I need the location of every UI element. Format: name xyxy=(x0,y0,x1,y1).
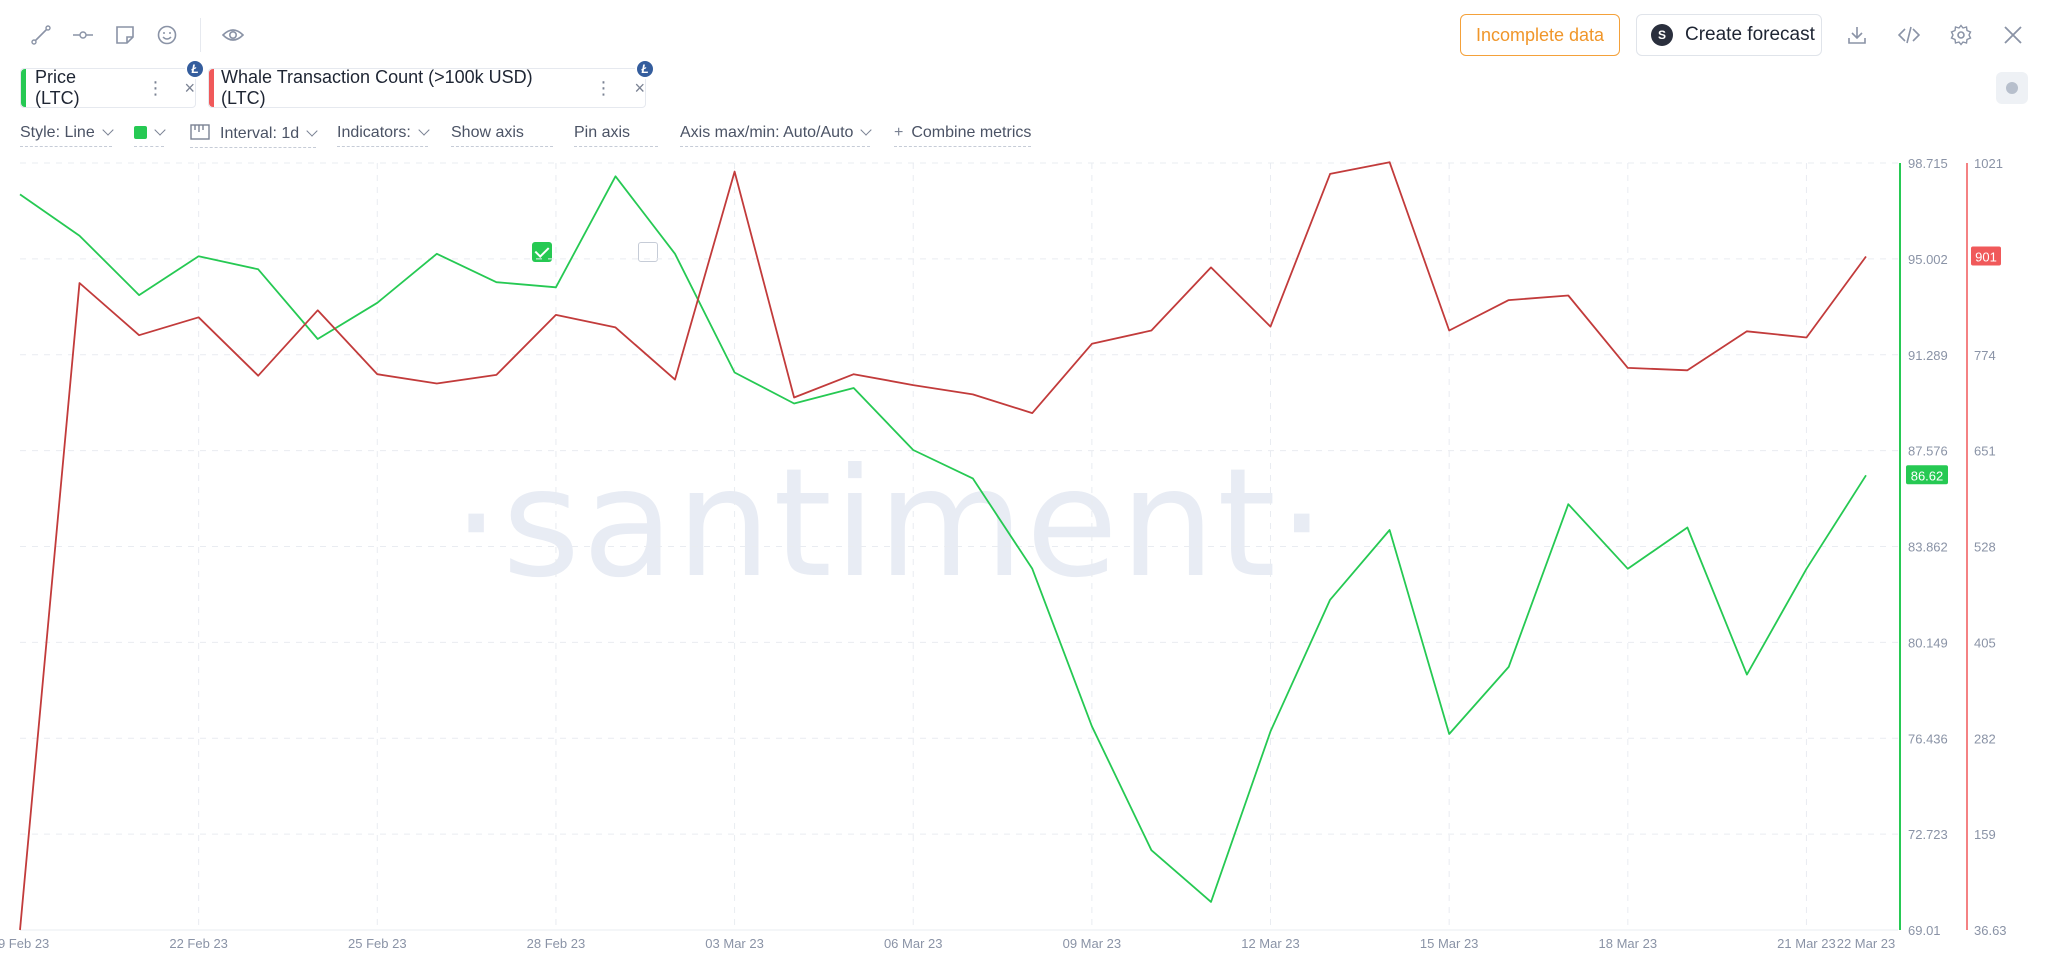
x-axis-tick-label: 15 Mar 23 xyxy=(1420,936,1479,951)
x-axis-tick-label: 21 Mar 23 xyxy=(1777,936,1836,951)
litecoin-badge-icon: Ł xyxy=(635,59,655,79)
emoji-icon[interactable] xyxy=(152,20,182,50)
axis-maxmin-label: Axis max/min: Auto/Auto xyxy=(680,124,854,141)
right-axis-tick-label: 282 xyxy=(1974,731,1996,746)
right-axis-tick-label: 36.63 xyxy=(1974,923,2007,938)
record-dot-icon xyxy=(2006,82,2018,94)
whale-count-series-line xyxy=(19,161,1867,931)
right-axis-tick-label: 1021 xyxy=(1974,156,2003,171)
create-forecast-button[interactable]: S Create forecast xyxy=(1636,14,1822,56)
ruler-icon xyxy=(190,124,210,140)
left-axis-tick-label: 76.436 xyxy=(1908,731,1948,746)
more-options-icon[interactable]: ⋮ xyxy=(594,77,613,98)
axis-maxmin-selector[interactable]: Axis max/min: Auto/Auto xyxy=(680,124,873,147)
left-axis-tick-label: 95.002 xyxy=(1908,252,1948,267)
metric-color-bar xyxy=(21,69,26,107)
x-axis-tick-label: 19 Feb 23 xyxy=(0,936,49,951)
left-axis-tick-label: 83.862 xyxy=(1908,540,1948,555)
x-axis-tick-label: 03 Mar 23 xyxy=(705,936,764,951)
indicators-label: Indicators: xyxy=(337,124,411,141)
more-options-icon[interactable]: ⋮ xyxy=(146,77,165,98)
right-axis-tick-label: 528 xyxy=(1974,540,1996,555)
toolbar-divider xyxy=(200,18,201,52)
show-axis-toggle[interactable]: Show axis xyxy=(451,124,553,147)
metric-chip-price[interactable]: Price (LTC) ⋮ × Ł xyxy=(20,59,205,108)
x-axis-tick-label: 22 Feb 23 xyxy=(169,936,228,951)
color-selector[interactable] xyxy=(134,124,166,147)
current-whale-count-label: 901 xyxy=(1975,250,1997,265)
litecoin-badge-icon: Ł xyxy=(185,59,205,79)
close-icon[interactable] xyxy=(1998,20,2028,50)
line-tool-icon[interactable] xyxy=(26,20,56,50)
pin-axis-toggle[interactable]: Pin axis xyxy=(574,124,658,147)
left-axis-tick-label: 91.289 xyxy=(1908,348,1948,363)
left-axis-tick-label: 87.576 xyxy=(1908,444,1948,459)
chart-axes xyxy=(20,163,1968,931)
x-axis-tick-label: 28 Feb 23 xyxy=(527,936,586,951)
right-axis-tick-label: 405 xyxy=(1974,635,1996,650)
metric-label[interactable]: Whale Transaction Count (>100k USD) (LTC… xyxy=(221,67,533,108)
right-axis-tick-label: 651 xyxy=(1974,444,1996,459)
show-axis-label: Show axis xyxy=(451,124,524,141)
remove-metric-icon[interactable]: × xyxy=(184,77,195,98)
watermark-text: ·santiment· xyxy=(452,437,1327,611)
left-axis-tick-label: 72.723 xyxy=(1908,827,1948,842)
combine-metrics-label: Combine metrics xyxy=(911,124,1032,141)
horizontal-ray-icon[interactable] xyxy=(68,20,98,50)
axis-labels: 98.715 1021 95.002 901 91.289 774 87.576 651 83.… xyxy=(0,156,2007,951)
record-toggle-button[interactable] xyxy=(1996,72,2028,104)
show-axis-checkbox[interactable] xyxy=(532,242,552,262)
metric-color-bar xyxy=(209,69,214,107)
price-series-line xyxy=(19,175,1867,903)
gear-icon[interactable] xyxy=(1946,20,1976,50)
interval-label: Interval: 1d xyxy=(220,125,300,142)
download-icon[interactable] xyxy=(1842,20,1872,50)
pin-axis-checkbox[interactable] xyxy=(638,242,658,262)
grid-lines xyxy=(20,162,1900,931)
x-axis-tick-label: 12 Mar 23 xyxy=(1241,936,1300,951)
current-price-badge xyxy=(1906,465,1948,485)
current-price-label: 86.62 xyxy=(1911,468,1944,483)
eye-icon[interactable] xyxy=(218,20,248,50)
x-axis-tick-label: 06 Mar 23 xyxy=(884,936,943,951)
style-label: Style: Line xyxy=(20,124,95,141)
metric-chip-whale-transactions[interactable]: Whale Transaction Count (>100k USD) (LTC… xyxy=(208,59,655,108)
santiment-logo-icon: S xyxy=(1651,24,1673,46)
current-whale-count-badge xyxy=(1971,246,2001,266)
pin-axis-label: Pin axis xyxy=(574,124,631,141)
x-axis-tick-label: 25 Feb 23 xyxy=(348,936,407,951)
right-axis-tick-label: 774 xyxy=(1974,348,1996,363)
x-axis-tick-label: 18 Mar 23 xyxy=(1599,936,1658,951)
interval-selector[interactable]: Interval: 1d xyxy=(190,124,318,148)
embed-code-icon[interactable] xyxy=(1894,20,1924,50)
x-axis-tick-label: 09 Mar 23 xyxy=(1063,936,1122,951)
create-forecast-label: Create forecast xyxy=(1685,24,1815,45)
x-axis-tick-label: 22 Mar 23 xyxy=(1837,936,1896,951)
metric-label[interactable]: Price (LTC) xyxy=(35,67,80,108)
indicators-selector[interactable]: Indicators: xyxy=(337,124,430,147)
left-axis-tick-label: 69.01 xyxy=(1908,923,1941,938)
color-swatch xyxy=(134,126,147,140)
left-axis-tick-label: 98.715 xyxy=(1908,156,1948,171)
combine-metrics-button[interactable]: + Combine metrics xyxy=(894,124,1032,147)
note-icon[interactable] xyxy=(110,20,140,50)
right-axis-tick-label: 159 xyxy=(1974,827,1996,842)
plus-icon: + xyxy=(894,124,904,141)
incomplete-data-button[interactable]: Incomplete data xyxy=(1460,14,1620,56)
style-selector[interactable]: Style: Line xyxy=(20,124,114,147)
left-axis-tick-label: 80.149 xyxy=(1908,635,1948,650)
toolbar: Incomplete data S Create forecast xyxy=(0,0,2048,70)
series-lines xyxy=(19,161,1867,931)
remove-metric-icon[interactable]: × xyxy=(634,77,645,98)
